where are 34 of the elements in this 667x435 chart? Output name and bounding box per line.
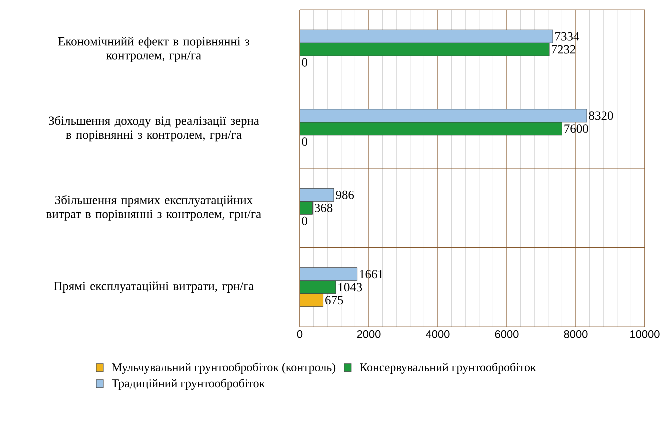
bar	[300, 268, 358, 282]
legend-label: Мульчувальний грунтообробіток (контроль)	[112, 362, 336, 374]
x-tick-label: 2000	[357, 330, 381, 338]
bar	[300, 109, 588, 123]
data-label: 0	[302, 138, 308, 146]
data-label: 368	[315, 204, 333, 212]
bar	[300, 188, 334, 202]
bar	[300, 122, 562, 136]
bar	[300, 30, 554, 44]
data-label: 0	[302, 216, 308, 226]
data-label: 986	[336, 190, 354, 200]
data-label: 7600	[564, 124, 588, 134]
x-tick-label: 0	[297, 330, 303, 338]
y-tick-label: Збільшення доходу від реалізації зерна в порівнянні з контролем, грн/га	[49, 116, 260, 142]
data-label: 1043	[338, 283, 362, 292]
x-tick-label: 6000	[495, 330, 519, 338]
data-label: 1661	[360, 270, 384, 279]
bar	[300, 294, 324, 308]
data-label: 8320	[589, 112, 614, 120]
data-label: 675	[326, 296, 344, 305]
data-label: 7334	[556, 32, 580, 41]
legend-label: Традиційний грунтообробіток	[112, 378, 266, 390]
legend-label: Консервувальний грунтообробіток	[360, 362, 536, 374]
bar	[300, 201, 313, 215]
bar	[300, 280, 336, 294]
x-tick-label: 4000	[426, 330, 450, 338]
y-tick-label: Збільшення прямих експлуатаційних витрат в порівнянні з контролем, грн/га	[46, 195, 262, 221]
bar	[300, 42, 550, 56]
y-tick-label: Прямі експлуатаційні витрати, грн/га	[54, 282, 254, 293]
x-tick-label: 8000	[564, 330, 588, 338]
data-label: 0	[302, 58, 308, 67]
data-label: 7232	[552, 45, 576, 54]
x-tick-label: 10000	[630, 330, 660, 338]
y-tick-label: Економічнийй ефект в порівнянні з контролем, грн/га	[58, 37, 250, 62]
